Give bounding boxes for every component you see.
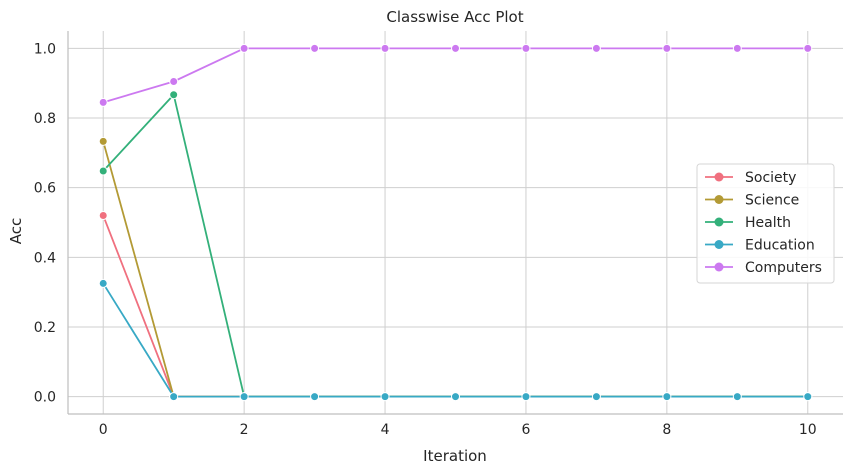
data-point bbox=[451, 392, 460, 402]
data-point bbox=[239, 43, 249, 53]
x-tick-label: 8 bbox=[662, 422, 671, 438]
data-point bbox=[591, 392, 601, 402]
data-point bbox=[310, 392, 320, 402]
data-point bbox=[732, 43, 742, 53]
y-tick-label: 0.6 bbox=[34, 181, 56, 197]
data-point bbox=[521, 392, 531, 402]
x-tick-label: 6 bbox=[521, 422, 530, 438]
series-line bbox=[102, 282, 808, 398]
y-tick-label: 1.0 bbox=[34, 41, 56, 57]
x-axis-label: Iteration bbox=[423, 447, 487, 465]
series-line bbox=[102, 47, 808, 104]
data-point bbox=[98, 136, 108, 146]
data-point bbox=[732, 392, 742, 402]
data-point bbox=[98, 278, 108, 288]
x-tick-label: 4 bbox=[381, 422, 390, 438]
data-point bbox=[380, 392, 390, 402]
data-point bbox=[169, 90, 179, 100]
legend-marker bbox=[714, 172, 724, 182]
data-point bbox=[98, 166, 108, 176]
legend-marker bbox=[714, 217, 724, 227]
data-point bbox=[239, 392, 249, 402]
legend-label: Education bbox=[745, 238, 815, 254]
data-point bbox=[803, 43, 813, 53]
y-tick-labels: 0.0 0.2 0.4 0.6 0.8 1.0 bbox=[34, 41, 56, 405]
x-tick-label: 0 bbox=[99, 422, 108, 438]
legend-item: Health bbox=[705, 215, 791, 231]
y-tick-label: 0.4 bbox=[34, 250, 56, 266]
legend-item: Education bbox=[705, 238, 815, 254]
axes bbox=[67, 31, 843, 415]
chart-title: Classwise Acc Plot bbox=[386, 8, 523, 26]
legend: Society Science Health Education Computers bbox=[696, 163, 835, 284]
data-point bbox=[169, 76, 179, 86]
legend-item: Computers bbox=[705, 260, 822, 276]
data-point bbox=[98, 211, 108, 221]
data-point bbox=[803, 392, 813, 402]
data-point bbox=[380, 43, 390, 53]
legend-label: Society bbox=[745, 170, 796, 186]
y-tick-label: 0.8 bbox=[34, 111, 56, 127]
data-point bbox=[451, 43, 460, 53]
series-group bbox=[98, 43, 813, 402]
y-tick-label: 0.2 bbox=[34, 320, 56, 336]
data-point bbox=[662, 43, 672, 53]
legend-box bbox=[696, 163, 835, 284]
legend-label: Health bbox=[745, 215, 791, 231]
y-axis-label: Acc bbox=[7, 218, 25, 245]
legend-item: Science bbox=[705, 193, 799, 209]
legend-marker bbox=[714, 262, 724, 272]
x-tick-labels: 0 2 4 6 8 10 bbox=[99, 422, 817, 438]
legend-marker bbox=[714, 195, 724, 204]
data-point bbox=[591, 43, 601, 53]
x-tick-label: 10 bbox=[799, 422, 817, 438]
data-point bbox=[662, 392, 672, 402]
y-tick-label: 0.0 bbox=[34, 390, 56, 406]
legend-marker bbox=[714, 240, 724, 249]
x-tick-label: 2 bbox=[240, 422, 249, 438]
data-point bbox=[310, 43, 320, 53]
legend-item: Society bbox=[705, 170, 796, 186]
legend-label: Computers bbox=[745, 260, 822, 276]
series-education bbox=[98, 278, 813, 402]
data-point bbox=[98, 97, 108, 107]
data-point bbox=[169, 392, 179, 402]
series-computers bbox=[98, 43, 813, 107]
legend-label: Science bbox=[745, 193, 799, 209]
data-point bbox=[521, 43, 531, 53]
